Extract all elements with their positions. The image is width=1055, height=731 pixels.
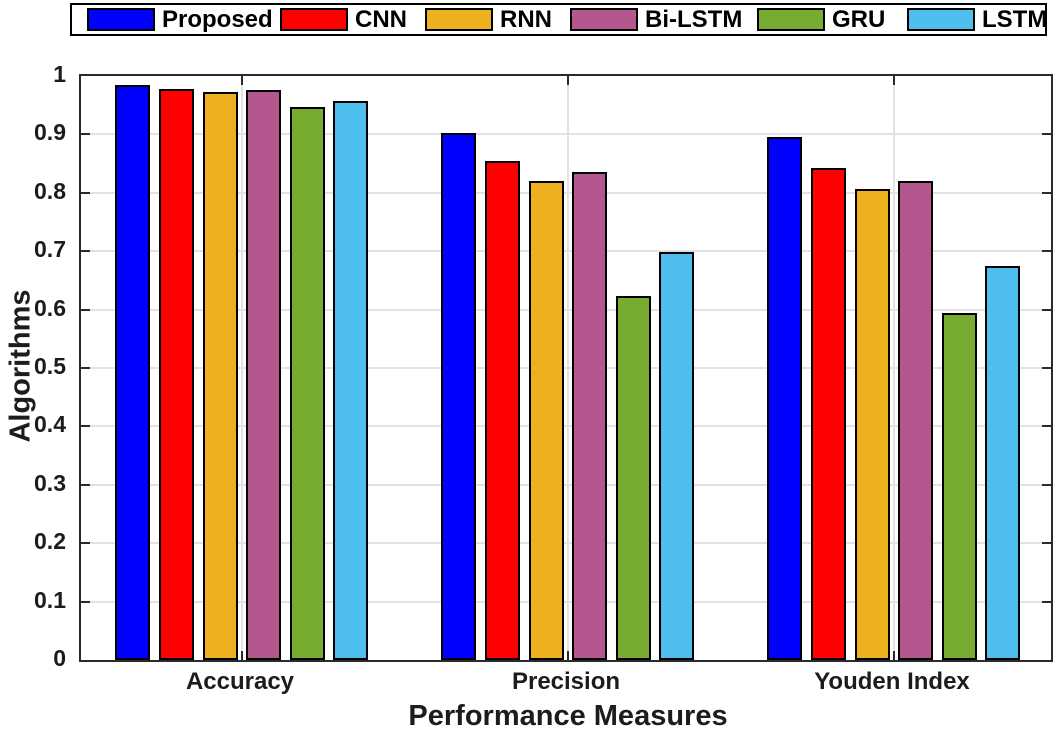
x-tick-mark-top: [241, 76, 243, 85]
y-tick-mark-left: [81, 191, 90, 194]
y-tick-mark-left: [81, 308, 90, 311]
x-tick-mark-bottom: [567, 651, 569, 660]
y-tick-label: 0.6: [34, 294, 66, 321]
legend-swatch-gru: [757, 8, 825, 31]
y-tick-label: 0.4: [34, 411, 66, 438]
x-axis-title: Performance Measures: [408, 700, 728, 731]
y-gridline: [81, 483, 1051, 486]
category-label-precision: Precision: [511, 668, 621, 695]
y-tick-mark-left: [81, 483, 90, 486]
bar-bi-lstm-accuracy: [246, 90, 281, 660]
y-tick-label: 0.7: [34, 236, 66, 263]
x-gridline: [567, 76, 569, 660]
y-tick-mark-right: [1042, 425, 1051, 428]
legend-label-bi-lstm: Bi-LSTM: [645, 6, 743, 33]
bar-bi-lstm-precision: [572, 172, 607, 660]
y-tick-label: 1: [53, 61, 66, 87]
y-tick-label: 0.3: [34, 469, 66, 496]
y-gridline: [81, 542, 1051, 545]
x-tick-mark-bottom: [893, 651, 895, 660]
y-tick-mark-right: [1042, 308, 1051, 311]
x-tick-mark-top: [893, 76, 895, 85]
y-tick-mark-left: [81, 367, 90, 369]
bar-lstm-youden-index: [985, 266, 1020, 660]
y-tick-label: 0.2: [34, 528, 66, 555]
bar-bi-lstm-youden-index: [898, 181, 933, 660]
y-tick-mark-right: [1042, 542, 1051, 545]
y-gridline: [81, 600, 1051, 603]
bar-proposed-precision: [441, 133, 476, 660]
legend-label-rnn: RNN: [500, 6, 552, 33]
y-gridline: [81, 425, 1051, 428]
bar-cnn-accuracy: [159, 89, 194, 660]
y-gridline: [81, 133, 1051, 136]
bar-cnn-youden-index: [811, 168, 846, 660]
y-gridline: [81, 308, 1051, 311]
category-label-youden-index: Youden Index: [814, 668, 970, 695]
y-tick-label: 0.8: [34, 177, 66, 204]
legend-swatch-lstm: [907, 8, 975, 31]
bar-lstm-accuracy: [333, 101, 368, 660]
legend-swatch-bi-lstm: [570, 8, 638, 31]
legend-label-gru: GRU: [832, 6, 886, 33]
bar-proposed-youden-index: [767, 137, 802, 660]
bar-gru-accuracy: [290, 107, 325, 660]
bar-lstm-precision: [659, 252, 694, 660]
y-gridline: [81, 367, 1051, 369]
bar-cnn-precision: [485, 161, 520, 660]
bar-gru-precision: [616, 296, 651, 660]
bar-rnn-precision: [529, 181, 564, 660]
y-gridline: [81, 250, 1051, 253]
y-tick-mark-left: [81, 133, 90, 136]
bar-rnn-accuracy: [203, 92, 238, 660]
y-tick-label: 0.9: [34, 119, 66, 146]
category-label-accuracy: Accuracy: [185, 668, 295, 695]
y-tick-label: 0.5: [34, 353, 66, 379]
legend-swatch-proposed: [87, 8, 155, 31]
bar-rnn-youden-index: [855, 189, 890, 660]
legend-label-proposed: Proposed: [162, 6, 273, 33]
y-tick-label: 0.1: [34, 586, 66, 613]
y-tick-mark-right: [1042, 600, 1051, 603]
legend: Proposed CNN RNN Bi-LSTM GRU LSTM: [70, 3, 1047, 36]
y-tick-mark-right: [1042, 367, 1051, 369]
x-gridline: [893, 76, 895, 660]
y-tick-mark-left: [81, 600, 90, 603]
legend-label-cnn: CNN: [355, 6, 407, 33]
legend-swatch-cnn: [280, 8, 348, 31]
x-gridline: [241, 76, 243, 660]
y-tick-mark-right: [1042, 483, 1051, 486]
y-tick-mark-left: [81, 250, 90, 253]
plot-area: [79, 74, 1053, 662]
y-tick-mark-right: [1042, 133, 1051, 136]
y-tick-mark-left: [81, 425, 90, 428]
y-tick-label: 0: [53, 645, 66, 671]
legend-swatch-rnn: [425, 8, 493, 31]
y-tick-mark-left: [81, 542, 90, 545]
bar-gru-youden-index: [942, 313, 977, 660]
x-tick-mark-top: [567, 76, 569, 85]
bar-proposed-accuracy: [115, 85, 150, 660]
x-tick-mark-bottom: [241, 651, 243, 660]
y-tick-mark-right: [1042, 250, 1051, 253]
legend-label-lstm: LSTM: [982, 6, 1048, 33]
y-gridline: [81, 191, 1051, 194]
y-tick-mark-right: [1042, 191, 1051, 194]
